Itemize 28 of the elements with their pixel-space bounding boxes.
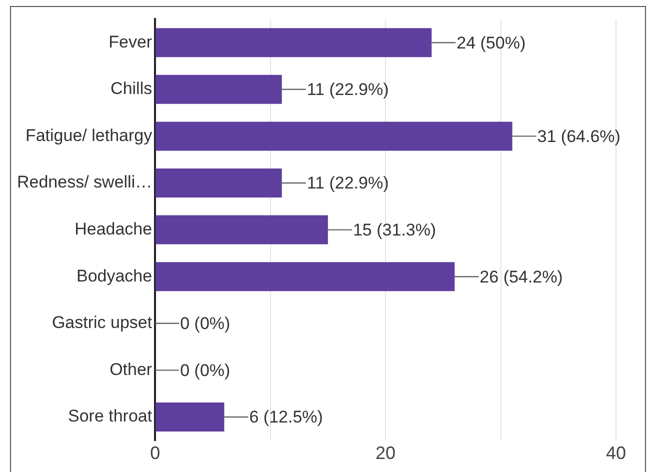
y-tick-label: Fatigue/ lethargy: [25, 126, 153, 145]
y-tick-label: Redness/ swelli…: [16, 172, 152, 192]
y-tick-label: Bodyache: [76, 266, 152, 286]
data-label: 31 (64.6%): [537, 126, 620, 146]
data-label: 24 (50%): [456, 33, 526, 52]
x-tick-label: 40: [606, 443, 626, 464]
y-tick-label: Other: [110, 360, 152, 379]
bar: [156, 74, 282, 104]
data-label: 11 (22.9%): [306, 80, 389, 100]
data-label: 6 (12.5%): [249, 408, 323, 427]
x-tick-label: 20: [376, 443, 396, 464]
data-label: 0 (0%): [180, 314, 230, 334]
bar: [156, 122, 512, 151]
data-label: 0 (0%): [180, 360, 230, 380]
data-label: 11 (22.9%): [306, 174, 389, 193]
y-tick-label: Headache: [74, 219, 152, 238]
y-tick-label: Gastric upset: [52, 313, 152, 332]
y-tick-label: Fever: [108, 32, 152, 52]
bar: [156, 215, 328, 244]
y-tick-label: Chills: [110, 79, 152, 98]
bar: [156, 28, 432, 58]
data-label: 26 (54.2%): [480, 267, 563, 286]
bar: [156, 262, 455, 292]
bar: [156, 402, 224, 432]
bar: [156, 168, 282, 198]
data-label: 15 (31.3%): [352, 220, 436, 240]
y-tick-label: Sore throat: [68, 406, 152, 426]
x-tick-label: 0: [150, 443, 160, 464]
